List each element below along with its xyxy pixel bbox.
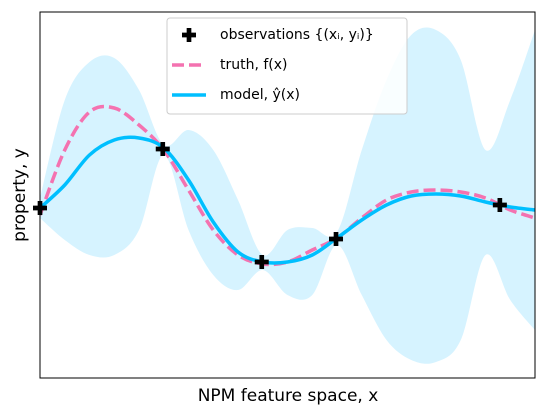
series-line <box>40 135 535 265</box>
observation-marker <box>329 232 344 247</box>
observation-marker <box>155 142 170 157</box>
observation-marker <box>254 255 269 269</box>
axes-frame <box>39 11 536 379</box>
legend-marker <box>182 28 197 43</box>
series-line <box>40 104 535 267</box>
plot-area <box>40 27 535 364</box>
legend-label: truth, f(x) <box>220 57 288 73</box>
legend-label: observations {(xᵢ, yᵢ)} <box>220 27 374 43</box>
observation-marker <box>492 198 507 213</box>
legend-label: model, ŷ(x) <box>220 87 300 103</box>
legend-box <box>166 17 408 115</box>
uncertainty-band <box>40 27 535 364</box>
x-axis-label: NPM feature space, x <box>198 386 379 406</box>
legend: observations {(xᵢ, yᵢ)} truth, f(x) model,… <box>166 17 408 115</box>
y-axis-label: property, y <box>10 148 30 242</box>
